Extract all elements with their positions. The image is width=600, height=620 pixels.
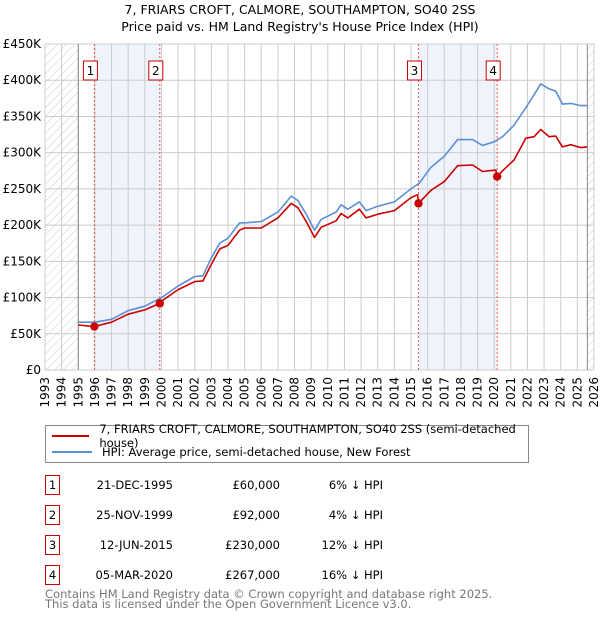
sale-point xyxy=(492,172,502,181)
x-tick-label: 2013 xyxy=(371,377,385,408)
x-tick-label: 2011 xyxy=(337,377,351,408)
sale-row: 4 05-MAR-2020 £267,000 16% ↓ HPI xyxy=(45,565,565,585)
y-tick-label: £400K xyxy=(3,73,43,87)
y-tick-label: £250K xyxy=(3,182,43,196)
sale-row: 2 25-NOV-1999 £92,000 4% ↓ HPI xyxy=(45,505,565,525)
x-tick-label: 1993 xyxy=(38,377,52,408)
sale-label: 1 xyxy=(87,64,95,78)
sale-label: 3 xyxy=(411,64,419,78)
y-tick-label: £50K xyxy=(10,327,42,341)
sale-point xyxy=(155,299,164,308)
x-tick-label: 2010 xyxy=(321,377,335,408)
x-tick-label: 2017 xyxy=(437,377,451,408)
sale-price: £230,000 xyxy=(225,538,280,552)
hatched-no-data-region xyxy=(587,44,594,370)
price-chart: 7, FRIARS CROFT, CALMORE, SOUTHAMPTON, S… xyxy=(3,2,600,408)
sale-date: 25-NOV-1999 xyxy=(96,508,173,522)
legend-swatch-blue xyxy=(52,451,92,453)
sale-date: 21-DEC-1995 xyxy=(96,478,173,492)
x-tick-label: 2001 xyxy=(171,377,185,408)
x-tick-label: 2018 xyxy=(454,377,468,408)
x-tick-label: 1994 xyxy=(55,377,69,408)
sale-hpi-diff: 4% ↓ HPI xyxy=(328,508,383,522)
x-tick-label: 1995 xyxy=(71,377,85,408)
legend-swatch-red xyxy=(52,435,90,437)
legend-item-property: 7, FRIARS CROFT, CALMORE, SOUTHAMPTON, S… xyxy=(46,422,528,450)
sale-price: £60,000 xyxy=(232,478,280,492)
x-tick-label: 2021 xyxy=(504,377,518,408)
footer-copyright: Contains HM Land Registry data © Crown c… xyxy=(45,587,493,601)
sale-label-box xyxy=(406,60,422,81)
sale-label-box xyxy=(148,60,164,81)
sale-price: £92,000 xyxy=(232,508,280,522)
sale-label: 4 xyxy=(489,64,497,78)
y-tick-label: £350K xyxy=(3,109,43,123)
x-tick-label: 2008 xyxy=(288,377,302,408)
legend-label: 7, FRIARS CROFT, CALMORE, SOUTHAMPTON, S… xyxy=(99,422,516,450)
ownership-band xyxy=(94,44,160,370)
sale-label-box xyxy=(82,60,98,81)
x-tick-label: 2012 xyxy=(354,377,368,408)
footer: Contains HM Land Registry data © Crown c… xyxy=(45,587,493,611)
legend-label: HPI: Average price, semi-detached house,… xyxy=(102,445,411,459)
x-tick-label: 1999 xyxy=(138,377,152,408)
chart-legend: 7, FRIARS CROFT, CALMORE, SOUTHAMPTON, S… xyxy=(45,422,529,463)
y-tick-label: £200K xyxy=(3,218,43,232)
legend-item-hpi: HPI: Average price, semi-detached house,… xyxy=(46,444,411,460)
sale-point xyxy=(90,322,99,331)
x-tick-label: 2024 xyxy=(554,377,568,408)
x-tick-label: 2014 xyxy=(387,377,401,408)
x-tick-label: 2019 xyxy=(471,377,485,408)
x-tick-label: 2005 xyxy=(238,377,252,408)
x-tick-label: 2000 xyxy=(154,377,168,408)
x-tick-label: 2002 xyxy=(188,377,202,408)
sale-number: 1 xyxy=(45,475,60,495)
x-tick-label: 2016 xyxy=(421,377,435,408)
sale-number: 4 xyxy=(45,565,60,585)
sale-row: 3 12-JUN-2015 £230,000 12% ↓ HPI xyxy=(45,535,565,555)
x-tick-label: 1998 xyxy=(121,377,135,408)
y-tick-label: £0 xyxy=(26,363,41,377)
property-price-line xyxy=(78,128,588,328)
footer-licence: This data is licensed under the Open Gov… xyxy=(45,597,412,611)
x-tick-label: 2022 xyxy=(520,377,534,408)
x-tick-label: 2006 xyxy=(254,377,268,408)
sale-hpi-diff: 12% ↓ HPI xyxy=(321,538,383,552)
y-tick-label: £300K xyxy=(3,146,43,160)
sale-price: £267,000 xyxy=(225,568,280,582)
sale-hpi-diff: 6% ↓ HPI xyxy=(328,478,383,492)
sale-number: 2 xyxy=(45,505,60,525)
sale-label: 2 xyxy=(152,64,160,78)
y-tick-label: £100K xyxy=(3,291,43,305)
x-tick-label: 1996 xyxy=(88,377,102,408)
sale-point xyxy=(414,199,423,208)
x-tick-label: 2007 xyxy=(271,377,285,408)
x-tick-label: 2020 xyxy=(487,377,501,408)
x-tick-label: 2003 xyxy=(204,377,218,408)
sale-row: 1 21-DEC-1995 £60,000 6% ↓ HPI xyxy=(45,475,565,495)
x-tick-label: 2023 xyxy=(537,377,551,408)
sale-number: 3 xyxy=(45,535,60,555)
x-tick-label: 1997 xyxy=(105,377,119,408)
chart-title: 7, FRIARS CROFT, CALMORE, SOUTHAMPTON, S… xyxy=(125,2,476,17)
y-tick-label: £150K xyxy=(3,254,43,268)
sale-date: 05-MAR-2020 xyxy=(95,568,173,582)
sale-hpi-diff: 16% ↓ HPI xyxy=(321,568,383,582)
x-tick-label: 2015 xyxy=(404,377,418,408)
y-tick-label: £450K xyxy=(3,37,43,51)
sale-label-box xyxy=(485,60,501,81)
x-tick-label: 2026 xyxy=(587,377,600,408)
x-tick-label: 2009 xyxy=(304,377,318,408)
hpi-line xyxy=(78,83,588,323)
x-tick-label: 2025 xyxy=(570,377,584,408)
sale-date: 12-JUN-2015 xyxy=(99,538,173,552)
ownership-band xyxy=(418,44,498,370)
chart-subtitle: Price paid vs. HM Land Registry's House … xyxy=(121,19,478,34)
x-tick-label: 2004 xyxy=(221,377,235,408)
